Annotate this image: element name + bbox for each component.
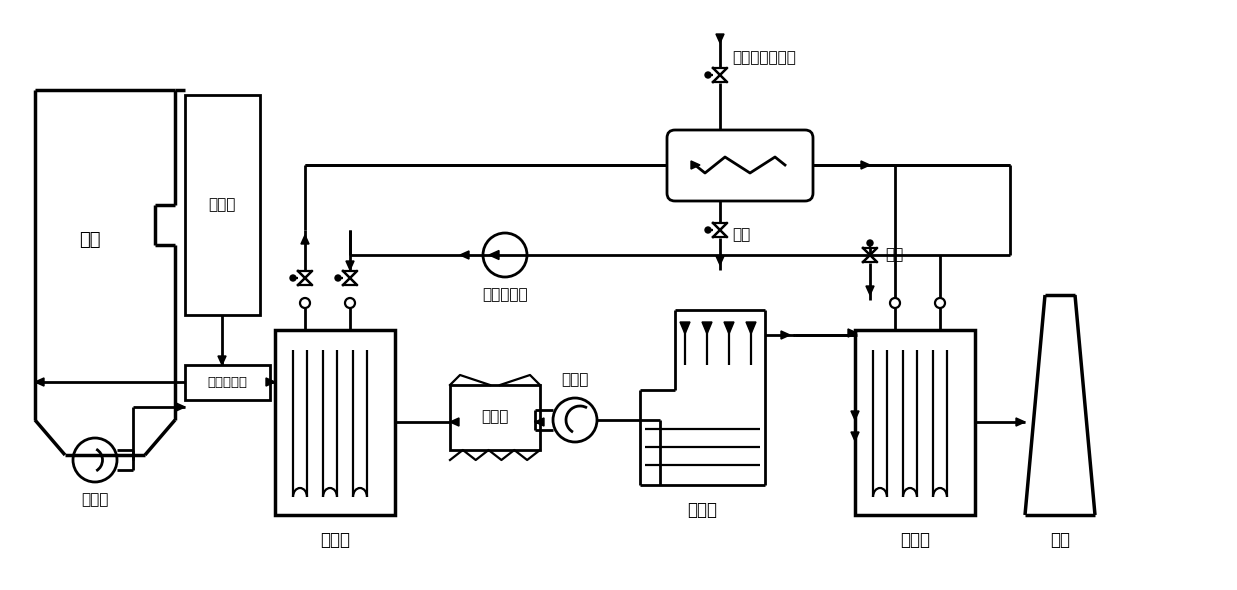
Text: 加热器: 加热器	[901, 531, 930, 549]
Polygon shape	[450, 418, 459, 426]
Text: 烟囱: 烟囱	[1050, 531, 1070, 549]
Polygon shape	[35, 378, 45, 386]
Circle shape	[289, 275, 296, 281]
Polygon shape	[301, 235, 309, 244]
Polygon shape	[680, 322, 690, 334]
Text: 蒸汽辅助加热器: 蒸汽辅助加热器	[732, 51, 795, 65]
Bar	[450, 385, 541, 450]
Bar	[275, 330, 395, 515]
Text: 引风机: 引风机	[562, 372, 589, 388]
Circle shape	[335, 275, 341, 281]
Polygon shape	[716, 34, 724, 43]
Text: 空气预热器: 空气预热器	[207, 375, 247, 388]
Polygon shape	[460, 251, 469, 259]
Polygon shape	[851, 411, 858, 420]
FancyBboxPatch shape	[667, 130, 813, 201]
Bar	[186, 95, 260, 315]
Text: 送风机: 送风机	[82, 493, 109, 507]
Circle shape	[705, 72, 711, 78]
Text: 热水循环泵: 热水循环泵	[482, 287, 528, 303]
Polygon shape	[534, 418, 544, 426]
Circle shape	[705, 227, 711, 233]
Polygon shape	[849, 329, 857, 337]
Polygon shape	[176, 403, 186, 411]
Polygon shape	[716, 256, 724, 265]
Text: 电除尘: 电除尘	[481, 409, 508, 424]
Polygon shape	[724, 322, 734, 334]
Circle shape	[867, 240, 873, 246]
Bar	[186, 365, 270, 400]
Polygon shape	[781, 331, 790, 339]
Polygon shape	[489, 251, 499, 260]
Polygon shape	[861, 161, 870, 169]
Polygon shape	[266, 378, 275, 386]
Bar	[855, 330, 975, 515]
Text: 锅炉: 锅炉	[79, 231, 100, 249]
Text: 疏水: 疏水	[732, 228, 751, 242]
Text: 省煤器: 省煤器	[208, 198, 236, 212]
Polygon shape	[691, 161, 700, 169]
Text: 脱硫塔: 脱硫塔	[687, 501, 717, 519]
Polygon shape	[1016, 418, 1025, 426]
Polygon shape	[346, 261, 354, 270]
Polygon shape	[703, 322, 713, 334]
Polygon shape	[866, 286, 875, 295]
Polygon shape	[218, 356, 226, 365]
Polygon shape	[851, 432, 858, 441]
Text: 冷却器: 冷却器	[320, 531, 350, 549]
Polygon shape	[746, 322, 756, 334]
Text: 排水: 排水	[884, 247, 903, 263]
